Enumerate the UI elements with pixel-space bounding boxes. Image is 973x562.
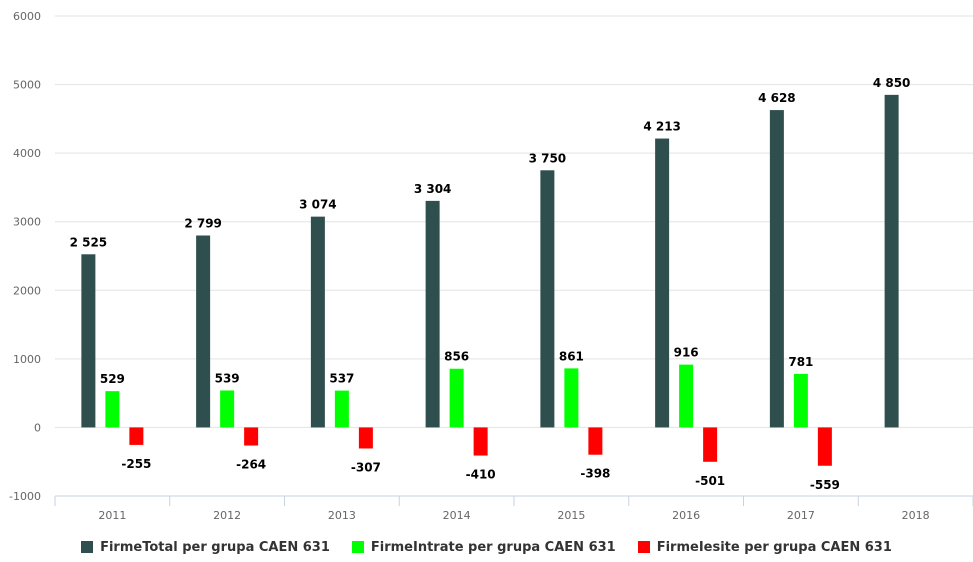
bar-firme-total [310,216,325,428]
y-tick-label: 1000 [13,353,41,366]
bar-firme-iesite [703,427,718,462]
legend-swatch-firme-intrate [351,541,364,553]
bar-firme-iesite [358,427,373,449]
bar-firme-total [81,254,96,428]
bar-firme-total [425,200,440,428]
bar-firme-iesite [473,427,488,456]
bar-firme-iesite [817,427,832,466]
legend-item-firme-intrate[interactable]: FirmeIntrate per grupa CAEN 631 [351,539,616,555]
x-tick-label: 2015 [557,509,585,522]
x-tick-label: 2013 [328,509,356,522]
data-label-firme-iesite: -559 [810,478,840,492]
x-tick-label: 2012 [213,509,241,522]
legend-label-firme-intrate: FirmeIntrate per grupa CAEN 631 [370,539,616,555]
bar-firme-total [540,170,555,428]
data-label-firme-total: 2 525 [70,235,108,249]
data-label-firme-total: 3 750 [529,151,567,165]
y-tick-label: 5000 [13,79,41,92]
bar-firme-total [769,110,784,428]
data-label-firme-total: 4 850 [873,76,911,90]
legend-swatch-firme-iesite [637,541,650,553]
data-label-firme-intrate: 537 [329,372,354,386]
data-label-firme-total: 3 304 [414,182,452,196]
legend-item-firme-iesite[interactable]: FirmeIesite per grupa CAEN 631 [637,539,892,555]
x-tick-label: 2017 [787,509,815,522]
data-label-firme-total: 2 799 [184,216,222,230]
legend: FirmeTotal per grupa CAEN 631 FirmeIntra… [0,536,973,558]
bar-firme-intrate [793,373,808,428]
y-tick-label: 2000 [13,284,41,297]
x-axis: 2011 2012 2013 2014 2015 2016 2017 2018 [54,495,973,522]
x-tick-label: 2016 [672,509,700,522]
legend-swatch-firme-total [81,541,94,553]
data-label-firme-iesite: -307 [351,460,381,474]
data-label-firme-total: 3 074 [299,198,337,212]
x-tick-label: 2011 [98,509,126,522]
y-tick-label: 0 [34,421,41,434]
legend-label-firme-iesite: FirmeIesite per grupa CAEN 631 [656,539,892,555]
data-label-firme-intrate: 856 [444,350,469,364]
y-axis-ticks: -1000 0 1000 2000 3000 4000 5000 6000 [9,10,41,503]
x-tick-label: 2018 [902,509,930,522]
y-tick-label: 3000 [13,216,41,229]
bar-firme-iesite [244,427,259,446]
bar-firme-total [655,138,670,428]
data-labels: 2 525 529 -255 2 799 539 -264 3 074 537 -307 3 30… [70,76,911,492]
bar-firme-intrate [334,390,349,428]
data-label-firme-iesite: -264 [236,458,266,472]
data-label-firme-iesite: -398 [580,467,610,481]
data-label-firme-intrate: 916 [674,346,699,360]
bar-firme-total [196,235,211,428]
data-label-firme-iesite: -410 [466,468,496,482]
data-label-firme-intrate: 861 [559,349,584,363]
data-label-firme-intrate: 539 [215,371,240,385]
bar-firme-intrate [564,368,579,428]
legend-item-firme-total[interactable]: FirmeTotal per grupa CAEN 631 [81,540,330,555]
data-label-firme-iesite: -501 [695,474,725,488]
data-label-firme-intrate: 781 [788,355,813,369]
legend-label-firme-total: FirmeTotal per grupa CAEN 631 [100,539,330,555]
bar-firme-iesite [129,427,144,445]
bar-firme-intrate [679,364,694,428]
y-tick-label: 6000 [13,10,41,23]
data-label-firme-total: 4 628 [758,91,796,105]
y-tick-label: -1000 [9,490,41,503]
bar-firme-intrate [220,390,235,428]
bar-firme-intrate [105,391,120,428]
data-label-firme-intrate: 529 [100,372,125,386]
data-label-firme-total: 4 213 [643,120,681,134]
bar-firme-intrate [449,368,464,428]
bar-firme-iesite [588,427,603,455]
bar-firme-total [884,94,899,428]
x-tick-label: 2014 [443,509,471,522]
y-tick-label: 4000 [13,147,41,160]
data-label-firme-iesite: -255 [121,457,151,471]
bars [81,94,899,466]
